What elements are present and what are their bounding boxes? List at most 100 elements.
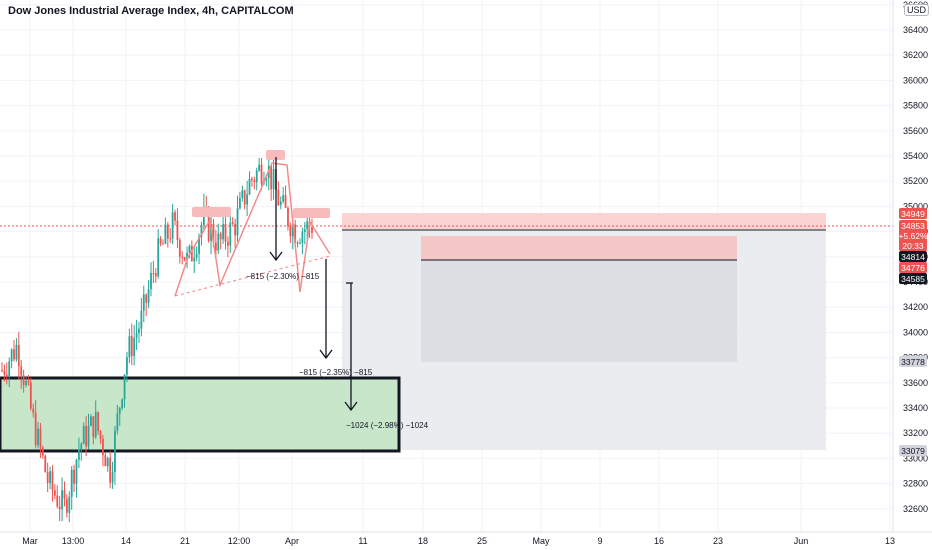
candle-body bbox=[154, 273, 157, 277]
candle-body bbox=[251, 178, 253, 181]
candle-body bbox=[68, 496, 71, 513]
candle-body bbox=[92, 416, 95, 438]
candle-body bbox=[142, 294, 145, 311]
candle-body bbox=[224, 224, 227, 242]
time-axis[interactable]: Mar 13:00 14 21 12:00 Apr 11 18 25 May 9 16 23 Jun 13 bbox=[22, 536, 895, 546]
candle-body bbox=[282, 195, 285, 202]
candle-body bbox=[248, 178, 251, 195]
candle-body bbox=[296, 242, 299, 244]
candle-body bbox=[34, 412, 37, 446]
candle-body bbox=[51, 471, 54, 491]
candle-body bbox=[166, 224, 169, 239]
time-tick: 9 bbox=[597, 536, 602, 546]
candle-body bbox=[188, 245, 191, 253]
price-tick: 32800 bbox=[903, 479, 928, 489]
candle-body bbox=[150, 273, 152, 290]
svg-text:34776: 34776 bbox=[901, 263, 925, 273]
candle-body bbox=[27, 380, 30, 383]
price-tick: 34000 bbox=[903, 327, 928, 337]
candle-body bbox=[219, 233, 222, 240]
candle-body bbox=[15, 344, 18, 360]
candle-body bbox=[73, 469, 75, 484]
candle-body bbox=[126, 357, 128, 375]
candle-body bbox=[236, 208, 239, 236]
candle-body bbox=[25, 380, 27, 386]
candle-body bbox=[63, 490, 66, 499]
candle-body bbox=[226, 241, 229, 246]
price-label-34585: 34585 bbox=[899, 273, 927, 284]
candle-body bbox=[207, 208, 210, 241]
candle-body bbox=[37, 428, 39, 446]
candle-body bbox=[5, 374, 8, 377]
pattern-outline bbox=[174, 162, 331, 297]
candle-body bbox=[80, 443, 83, 450]
measure-arrow-2[interactable] bbox=[319, 259, 333, 360]
candle-body bbox=[99, 430, 102, 439]
measure-label-2: −815 (−2.35%) −815 bbox=[299, 368, 373, 377]
target-range-box bbox=[421, 260, 737, 362]
price-tick: 33000 bbox=[903, 453, 928, 463]
candle-body bbox=[97, 412, 100, 431]
candle-body bbox=[174, 212, 176, 221]
candle-body bbox=[181, 256, 184, 258]
candle-body bbox=[85, 425, 88, 447]
time-tick: 16 bbox=[654, 536, 664, 546]
candle-body bbox=[8, 361, 11, 377]
candle-body bbox=[94, 412, 97, 438]
price-label-33079: 33079 bbox=[899, 445, 927, 456]
time-tick: May bbox=[532, 536, 550, 546]
measure-arrow-3[interactable] bbox=[344, 282, 358, 412]
candle-body bbox=[1, 370, 3, 372]
inner-resistance-zone bbox=[421, 236, 737, 260]
price-label-33778: 33778 bbox=[899, 356, 927, 367]
candle-body bbox=[198, 236, 200, 254]
time-tick: Mar bbox=[22, 536, 38, 546]
price-tick: 32600 bbox=[903, 504, 928, 514]
candle-body bbox=[116, 413, 119, 431]
candle-body bbox=[210, 223, 212, 241]
candle-body bbox=[183, 257, 186, 261]
candle-body bbox=[22, 375, 25, 386]
candle-body bbox=[133, 337, 136, 356]
price-tick: 36200 bbox=[903, 50, 928, 60]
candle-body bbox=[17, 344, 20, 367]
neckline bbox=[174, 255, 331, 297]
candle-body bbox=[109, 457, 112, 483]
candle-body bbox=[61, 490, 63, 510]
price-tick: 35800 bbox=[903, 101, 928, 111]
candle-body bbox=[3, 370, 6, 375]
candle-body bbox=[75, 459, 78, 484]
candle-body bbox=[46, 472, 49, 484]
candle-body bbox=[303, 229, 306, 232]
time-tick: 12:00 bbox=[228, 536, 251, 546]
candle-body bbox=[246, 194, 249, 205]
candle-body bbox=[128, 336, 131, 358]
candle-body bbox=[284, 195, 287, 208]
candle-body bbox=[229, 222, 232, 246]
candle-body bbox=[102, 438, 104, 456]
measure-arrow-1[interactable] bbox=[269, 157, 283, 262]
candle-body bbox=[258, 164, 261, 171]
price-label-34814: 34814 bbox=[899, 251, 927, 262]
svg-text:34949: 34949 bbox=[901, 209, 925, 219]
candle-body bbox=[253, 180, 256, 183]
price-label-current: 34853 +5.62% 20:33 bbox=[898, 220, 928, 251]
candle-body bbox=[49, 471, 51, 484]
candle-body bbox=[239, 197, 241, 209]
candle-body bbox=[104, 455, 107, 467]
price-tick: 33200 bbox=[903, 428, 928, 438]
svg-text:20:33: 20:33 bbox=[902, 241, 924, 251]
currency-badge[interactable]: USD bbox=[904, 4, 930, 16]
time-tick: 21 bbox=[180, 536, 190, 546]
candle-body bbox=[190, 245, 193, 262]
resistance-zone bbox=[342, 213, 826, 229]
candle-body bbox=[82, 425, 85, 444]
candle-body bbox=[157, 238, 160, 277]
svg-text:34853: 34853 bbox=[901, 221, 925, 231]
candle-body bbox=[29, 382, 32, 409]
candle-body bbox=[176, 220, 179, 241]
candle-body bbox=[123, 374, 126, 400]
candle-body bbox=[195, 253, 198, 258]
candle-body bbox=[106, 457, 109, 467]
